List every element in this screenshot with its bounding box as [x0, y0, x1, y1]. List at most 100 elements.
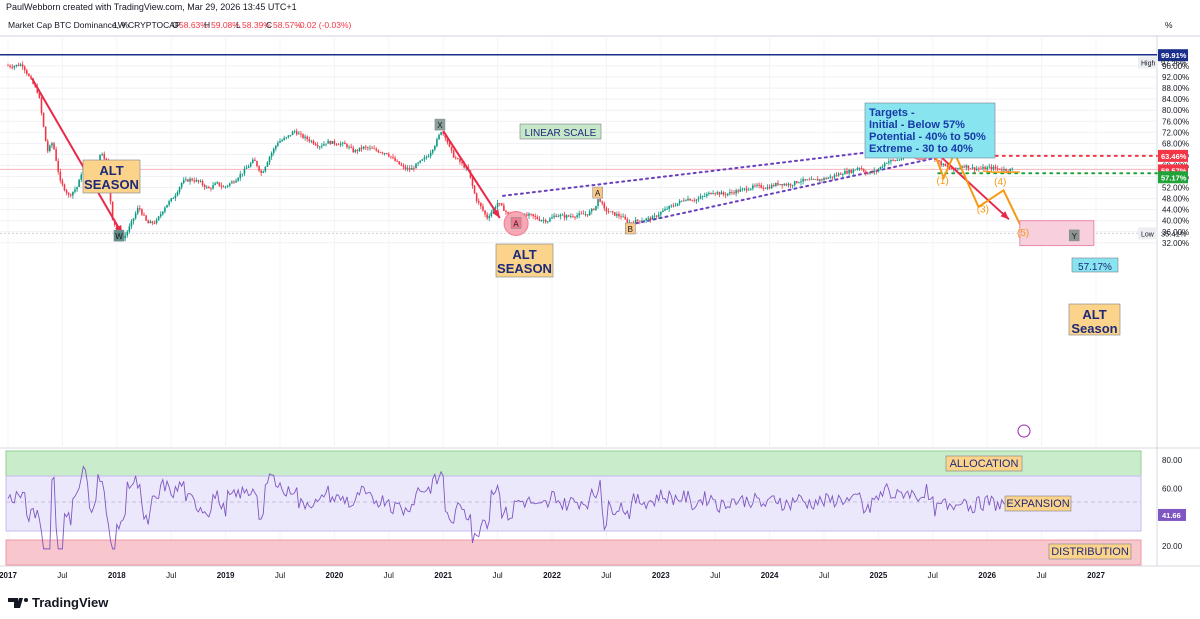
candle-body: [457, 158, 459, 160]
wave-tag-x: X: [437, 121, 443, 130]
high-tag: High: [1141, 61, 1156, 68]
candle-body: [996, 168, 999, 170]
candle-body: [369, 147, 371, 149]
candle-body: [99, 154, 101, 162]
tradingview-logo: TradingView: [8, 595, 109, 610]
candle-body: [948, 167, 951, 169]
unit-label: %: [1165, 20, 1173, 30]
candle-body: [657, 214, 660, 217]
candle-body: [446, 137, 449, 143]
candle-body: [764, 188, 767, 190]
candle-body: [436, 139, 438, 146]
candle-body: [358, 147, 361, 151]
candle-body: [785, 184, 788, 186]
candle-body: [139, 208, 141, 210]
candle-body: [7, 65, 9, 67]
candle-body: [557, 216, 560, 218]
y-tick-label: 96.00%: [1162, 62, 1189, 71]
candle-body: [944, 163, 947, 166]
alt-season-label-1-line: SEASON: [84, 177, 139, 192]
candle-body: [262, 171, 265, 173]
candle-body: [423, 157, 426, 160]
candle-body: [576, 215, 578, 218]
candle-body: [766, 187, 769, 189]
candle-body: [982, 167, 984, 169]
forecast-value-label-box: [1071, 257, 1119, 273]
candle-body: [772, 185, 775, 186]
candle-body: [536, 216, 539, 220]
x-tick-label: 2019: [217, 571, 235, 580]
candle-body: [940, 161, 942, 166]
x-tick-label: Jul: [928, 571, 938, 580]
candle-body: [808, 179, 811, 181]
candle-body: [385, 153, 388, 155]
candle-body: [490, 212, 493, 217]
candle-body: [791, 184, 794, 186]
candle-body: [362, 146, 365, 149]
candle-body: [157, 216, 160, 220]
candle-body: [603, 203, 606, 209]
candle-body: [858, 168, 861, 169]
candle-body: [839, 173, 842, 175]
candle-body: [9, 65, 11, 67]
rsi-current-tag-bg: [1158, 508, 1186, 521]
candle-body: [961, 166, 963, 168]
candle-body: [367, 147, 369, 149]
change-value: -0.02 (-0.03%): [297, 20, 351, 30]
candle-body: [975, 168, 978, 170]
x-tick-label: Jul: [57, 571, 67, 580]
candle-body: [398, 161, 401, 165]
y-tick-label: 88.00%: [1162, 84, 1189, 93]
wave-tag-w-bg: [113, 229, 125, 242]
candle-body: [597, 199, 599, 206]
candle-body: [283, 138, 285, 140]
candle-body: [19, 64, 22, 66]
candle-body: [678, 201, 681, 204]
x-tick-label: 2026: [978, 571, 996, 580]
candle-body: [373, 148, 375, 150]
candle-body: [645, 218, 647, 221]
candle-body: [195, 180, 198, 182]
candle-body: [888, 161, 890, 163]
expansion-label: EXPANSION: [1006, 498, 1069, 510]
candle-body: [825, 178, 827, 179]
candle-body: [249, 163, 252, 167]
x-tick-label: Jul: [384, 571, 394, 580]
candle-body: [310, 140, 313, 142]
candle-body: [1011, 168, 1014, 170]
candle-body: [844, 170, 846, 175]
distribution-label-bg: [1048, 543, 1132, 560]
candle-body: [162, 211, 164, 215]
candle-body: [563, 214, 566, 218]
candle-body: [580, 213, 583, 215]
candle-body: [228, 183, 231, 186]
candle-body: [258, 166, 260, 171]
candle-body: [616, 214, 618, 216]
candle-body: [710, 192, 712, 195]
candle-body: [390, 156, 392, 158]
candle-body: [450, 146, 453, 151]
candle-body: [214, 183, 216, 186]
candle-body: [277, 142, 279, 146]
distribution-zone: [5, 539, 1142, 566]
candle-body: [329, 140, 332, 144]
candle-body: [980, 168, 982, 170]
candle-body: [584, 214, 587, 216]
candle-body: [950, 168, 953, 170]
candle-body: [680, 200, 683, 202]
x-tick-label: 2023: [652, 571, 670, 580]
wave-tag-a1-bg: [510, 217, 522, 229]
x-tick-label: 2025: [870, 571, 888, 580]
candle-body: [279, 141, 281, 143]
candle-body: [542, 220, 545, 221]
credit-text: PaulWebborn created with TradingView.com…: [6, 2, 297, 12]
candle-body: [655, 215, 658, 217]
candle-body: [890, 159, 892, 162]
candle-body: [503, 205, 505, 211]
candle-body: [285, 137, 288, 139]
candle-body: [526, 214, 528, 216]
x-tick-label: 2017: [0, 571, 17, 580]
candle-body: [143, 214, 145, 216]
candle-body: [900, 158, 903, 160]
candle-body: [877, 169, 880, 172]
